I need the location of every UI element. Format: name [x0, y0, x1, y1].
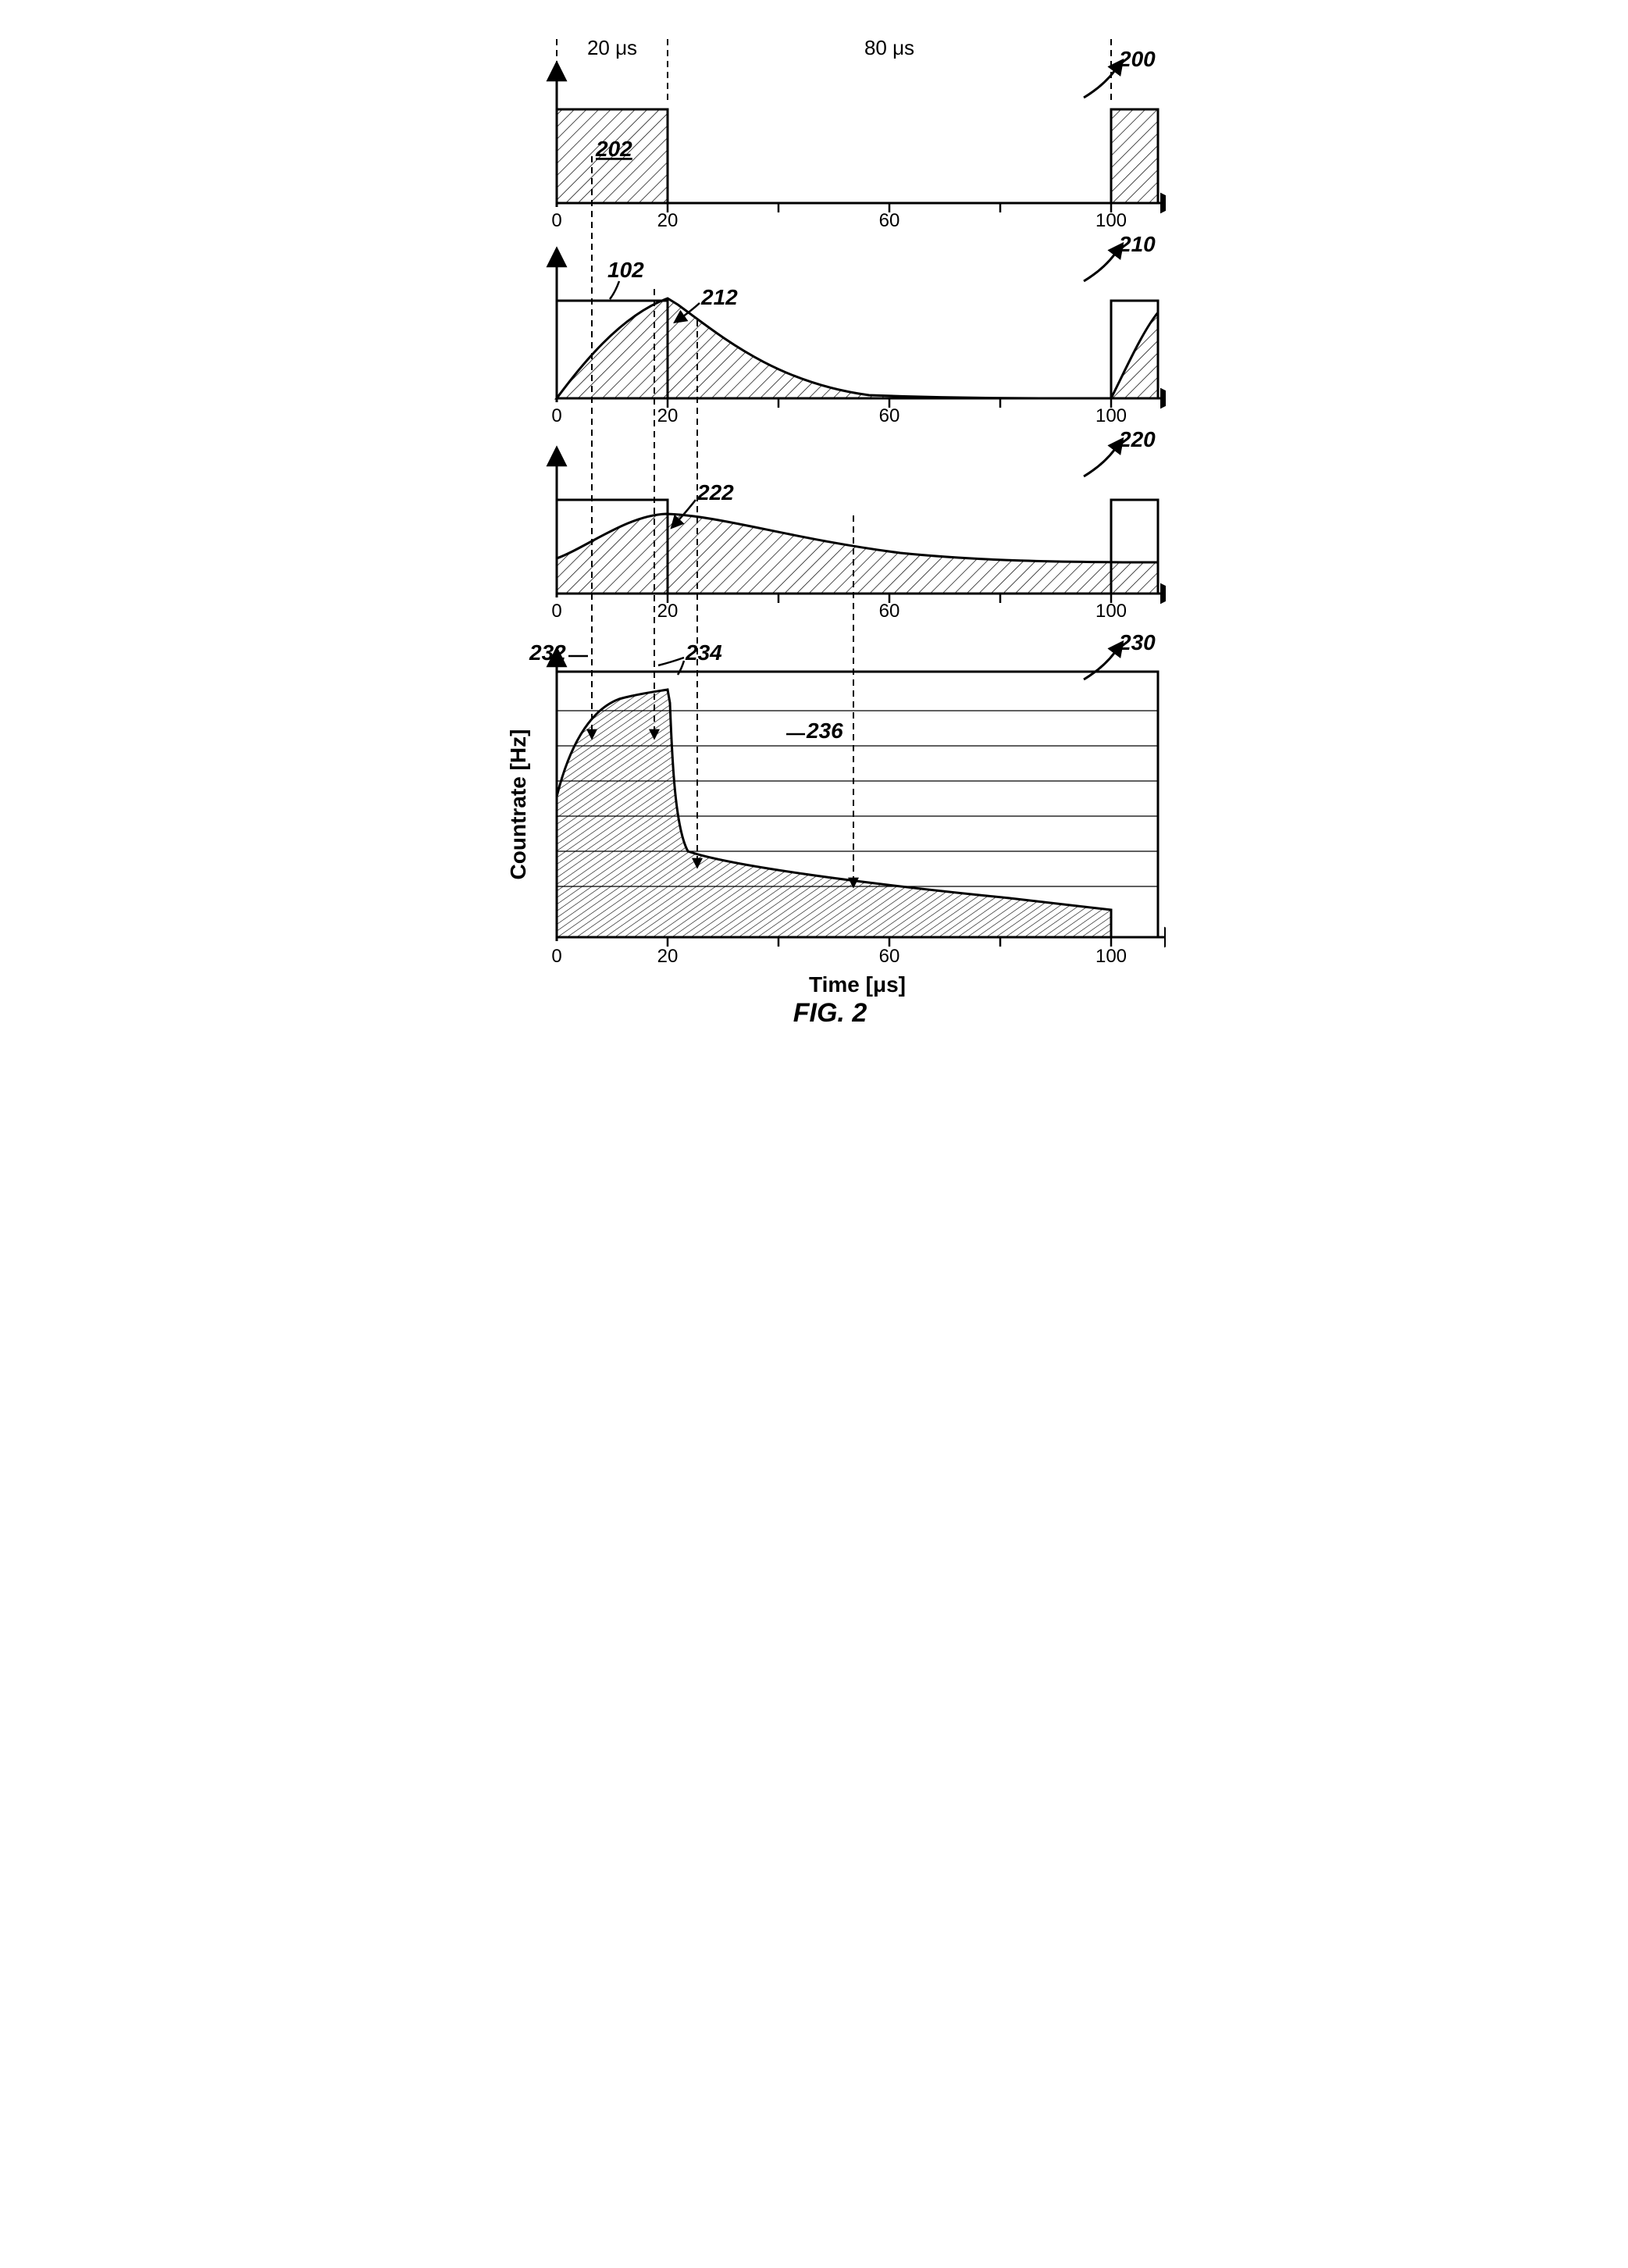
y-axis-title: Countrate [Hz] — [506, 729, 530, 880]
svg-text:0: 0 — [551, 210, 561, 231]
interval-1-label: 20 μs — [586, 36, 636, 59]
svg-text:20: 20 — [657, 946, 678, 967]
svg-text:0: 0 — [551, 946, 561, 967]
svg-text:20: 20 — [657, 601, 678, 622]
ref-236: 236 — [806, 719, 843, 743]
x-axis-title: Time [μs] — [809, 972, 906, 997]
ref-200: 200 — [1118, 47, 1156, 71]
ref-102: 102 — [607, 258, 644, 282]
ref-232: 232 — [529, 640, 566, 665]
svg-text:0: 0 — [551, 601, 561, 622]
ref-234: 234 — [685, 640, 722, 665]
interval-2-label: 80 μs — [864, 36, 914, 59]
svg-text:60: 60 — [878, 210, 899, 231]
curve-212-shape — [557, 298, 1056, 398]
pulse-2 — [1111, 109, 1158, 203]
svg-text:100: 100 — [1095, 405, 1126, 426]
svg-text:60: 60 — [878, 601, 899, 622]
curve-212b-shape — [1111, 312, 1158, 398]
svg-text:100: 100 — [1095, 210, 1126, 231]
ref-202: 202 — [595, 137, 632, 161]
ref-220: 220 — [1118, 427, 1156, 451]
figure-container: 20 μs 80 μs 200 202 0 20 60 100 210 — [463, 31, 1166, 1031]
svg-text:100: 100 — [1095, 601, 1126, 622]
panel-3: 220 222 0 20 60 100 — [551, 427, 1162, 622]
svg-text:60: 60 — [878, 405, 899, 426]
svg-text:100: 100 — [1095, 946, 1126, 967]
ref-212: 212 — [700, 285, 738, 309]
panel-1: 20 μs 80 μs 200 202 0 20 60 100 — [551, 36, 1162, 231]
panel-2: 210 102 212 0 20 60 100 — [551, 232, 1162, 426]
figure-svg: 20 μs 80 μs 200 202 0 20 60 100 210 — [463, 31, 1166, 1031]
svg-text:60: 60 — [878, 946, 899, 967]
ref-230: 230 — [1118, 630, 1156, 654]
curve-222-shape — [557, 514, 1158, 594]
ref-210: 210 — [1118, 232, 1156, 256]
figure-title: FIG. 2 — [793, 998, 867, 1028]
svg-text:20: 20 — [657, 210, 678, 231]
svg-text:0: 0 — [551, 405, 561, 426]
svg-text:20: 20 — [657, 405, 678, 426]
panel-4: 230 232 234 236 0 20 60 100 C — [506, 630, 1166, 997]
ref-222: 222 — [696, 480, 734, 505]
